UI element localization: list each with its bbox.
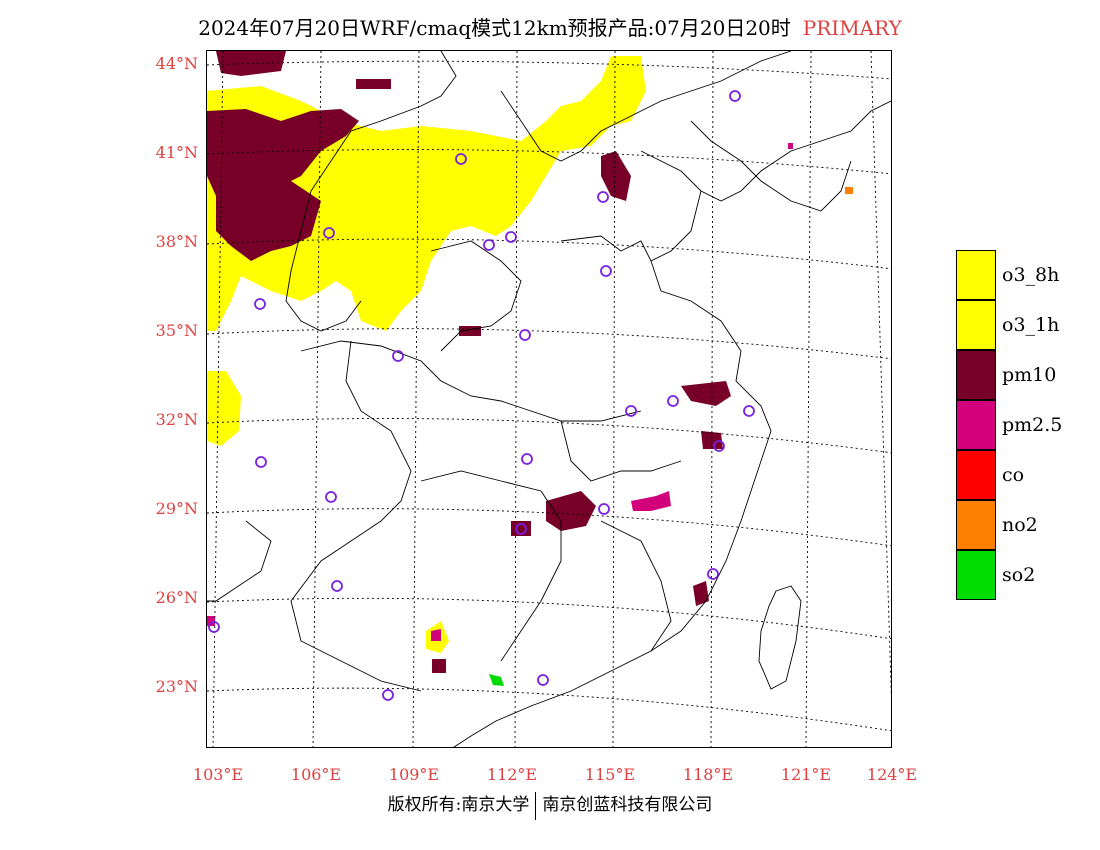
- footer-divider: [535, 791, 537, 820]
- lon-label-118: 118°E: [682, 765, 734, 784]
- pm10-regions: [207, 51, 731, 673]
- legend-label-pm25: pm2.5: [1002, 414, 1063, 436]
- lon-label-109: 109°E: [388, 765, 440, 784]
- legend-label-co: co: [1002, 464, 1025, 486]
- graticule: [207, 51, 891, 747]
- lat-label-32: 32°N: [155, 410, 198, 429]
- legend-label-so2: so2: [1002, 564, 1036, 586]
- copyright-footer: 版权所有:南京大学 南京创蓝科技有限公司: [0, 790, 1100, 820]
- map-panel: [206, 50, 892, 748]
- title-primary-tag: PRIMARY: [802, 16, 902, 40]
- title-main: 2024年07月20日WRF/cmaq模式12km预报产品:07月20日20时: [198, 16, 791, 40]
- footer-company: 南京创蓝科技有限公司: [542, 795, 713, 815]
- legend-label-o3-8h: o3_8h: [1002, 264, 1060, 286]
- lon-label-103: 103°E: [192, 765, 244, 784]
- legend-swatch-o3-8h: [956, 250, 996, 300]
- legend-label-o3-1h: o3_1h: [1002, 314, 1060, 336]
- pm10-patch-a: [356, 79, 391, 89]
- lat-label-35: 35°N: [155, 321, 198, 340]
- pm25-regions: [207, 143, 793, 641]
- lat-label-44: 44°N: [155, 54, 198, 73]
- pm10-northwest-region: [207, 109, 359, 261]
- lon-label-106: 106°E: [290, 765, 342, 784]
- station-markers: [208, 90, 755, 701]
- boundaries: [207, 51, 891, 747]
- footer-copyright: 版权所有:南京大学: [387, 795, 530, 815]
- legend-swatch-o3-1h: [956, 300, 996, 350]
- pm25-patch-b: [788, 143, 793, 149]
- legend-swatch-no2: [956, 500, 996, 550]
- lat-label-38: 38°N: [155, 232, 198, 251]
- so2-patch: [489, 674, 504, 686]
- map-canvas: [207, 51, 891, 747]
- pm10-far-north-region: [216, 51, 286, 76]
- lon-label-121: 121°E: [780, 765, 832, 784]
- lon-label-112: 112°E: [486, 765, 538, 784]
- pm10-patch-d: [693, 581, 709, 606]
- lat-label-29: 29°N: [155, 499, 198, 518]
- pm10-patch-c: [701, 431, 723, 449]
- legend-swatch-co: [956, 450, 996, 500]
- lon-label-124: 124°E: [866, 765, 918, 784]
- lat-label-26: 26°N: [155, 588, 198, 607]
- legend-label-no2: no2: [1002, 514, 1038, 536]
- map-title: 2024年07月20日WRF/cmaq模式12km预报产品:07月20日20时 P…: [0, 12, 1100, 41]
- pm25-east-region: [631, 491, 671, 511]
- legend-swatch-so2: [956, 550, 996, 600]
- pm10-beijing-region: [601, 151, 631, 201]
- o3-west-region: [207, 371, 241, 446]
- lat-label-41: 41°N: [155, 143, 198, 162]
- pm25-patch-c: [207, 616, 215, 626]
- legend-swatch-pm10: [956, 350, 996, 400]
- pm10-central-region: [546, 491, 596, 531]
- legend-swatch-pm25: [956, 400, 996, 450]
- pm10-jiangsu-region: [681, 381, 731, 406]
- legend-label-pm10: pm10: [1002, 364, 1057, 386]
- pm10-patch-f: [432, 659, 446, 673]
- lat-label-23: 23°N: [155, 677, 198, 696]
- lon-label-115: 115°E: [584, 765, 636, 784]
- pm25-patch-a: [431, 629, 441, 641]
- no2-patch: [845, 187, 853, 194]
